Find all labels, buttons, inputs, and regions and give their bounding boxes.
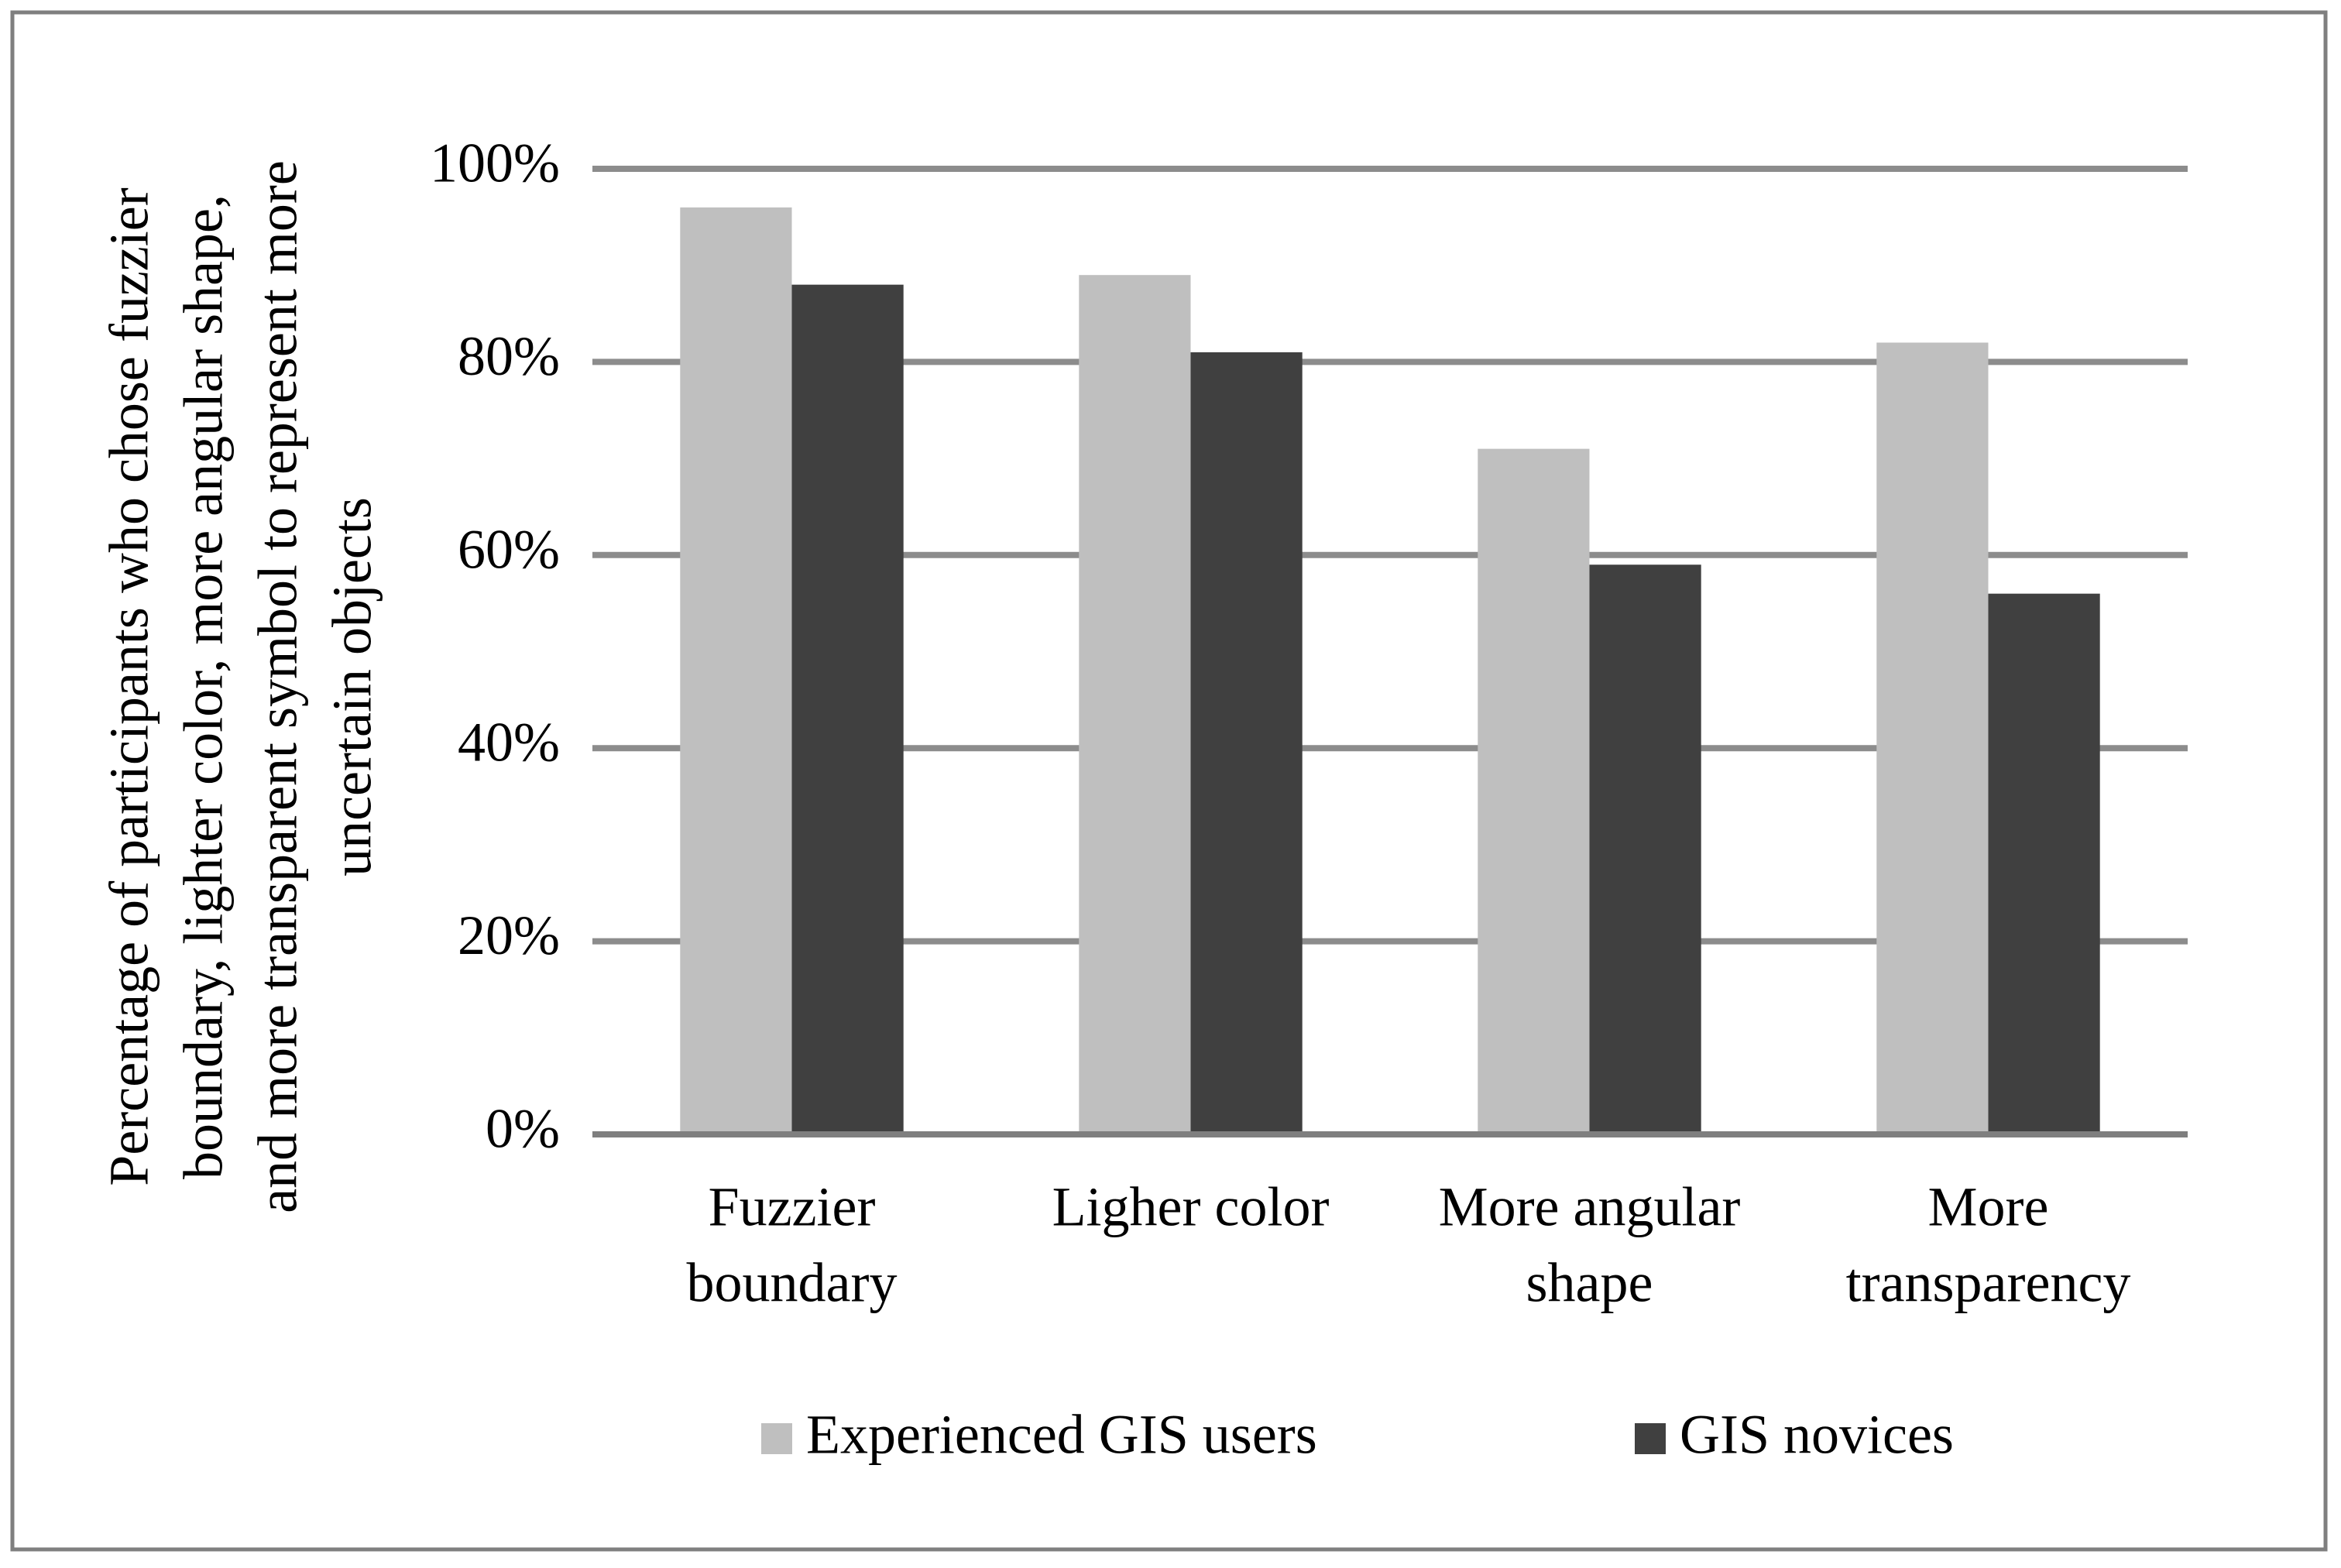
x-tick-label: boundary — [687, 1252, 898, 1314]
bar — [791, 284, 904, 1134]
x-tick-label: More angular — [1439, 1176, 1741, 1238]
bar — [1988, 593, 2100, 1134]
y-tick-label: 100% — [430, 132, 560, 194]
x-tick-label: Ligher color — [1052, 1176, 1330, 1238]
y-tick-label: 0% — [486, 1098, 560, 1160]
x-tick-label: shape — [1526, 1252, 1653, 1314]
legend-label: Experienced GIS users — [806, 1404, 1317, 1466]
y-axis-label: and more transparent symbol to represent… — [247, 160, 309, 1213]
y-axis-label: boundary, lighter color, more angular sh… — [173, 194, 235, 1179]
y-axis-label: Percentage of participants who chose fuz… — [98, 187, 160, 1185]
x-tick-label: Fuzzier — [709, 1176, 876, 1238]
y-tick-label: 60% — [458, 518, 560, 580]
bar — [1190, 352, 1303, 1134]
legend-label: GIS novices — [1680, 1404, 1954, 1466]
bar — [1876, 342, 1989, 1135]
x-tick-label: More — [1928, 1176, 2049, 1238]
legend-swatch — [761, 1423, 792, 1454]
bar — [1478, 448, 1590, 1134]
y-tick-label: 80% — [458, 325, 560, 387]
bar — [1589, 564, 1701, 1134]
bar — [680, 207, 792, 1134]
y-axis-label: uncertain objects — [321, 497, 383, 877]
legend-swatch — [1635, 1423, 1666, 1454]
y-tick-label: 40% — [458, 712, 560, 774]
x-tick-label: transparency — [1846, 1252, 2131, 1314]
y-tick-label: 20% — [458, 904, 560, 966]
bar — [1079, 275, 1191, 1134]
